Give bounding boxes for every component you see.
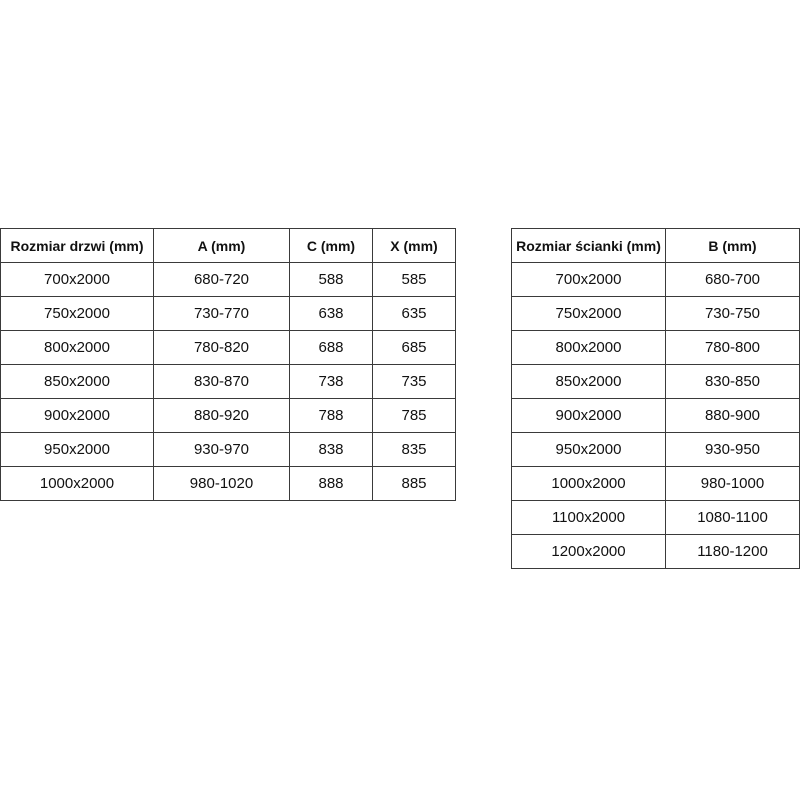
table-cell: 730-770 — [153, 296, 290, 331]
table-row: 800x2000 780-820 688 685 — [0, 330, 456, 365]
table-cell: 950x2000 — [0, 432, 154, 467]
table-cell: 930-950 — [665, 432, 800, 467]
table-row: 750x2000 730-770 638 635 — [0, 296, 456, 331]
table-cell: 830-850 — [665, 364, 800, 399]
table-cell: 685 — [372, 330, 456, 365]
table-cell: 838 — [289, 432, 373, 467]
table-cell: 750x2000 — [511, 296, 666, 331]
table-cell: 980-1020 — [153, 466, 290, 501]
table-cell: 880-900 — [665, 398, 800, 433]
table-cell: 885 — [372, 466, 456, 501]
column-header: A (mm) — [153, 228, 290, 263]
table-cell: 730-750 — [665, 296, 800, 331]
table-row: 950x2000 930-950 — [511, 432, 800, 467]
table-cell: 980-1000 — [665, 466, 800, 501]
table-cell: 930-970 — [153, 432, 290, 467]
table-cell: 1080-1100 — [665, 500, 800, 535]
table-cell: 850x2000 — [511, 364, 666, 399]
table-cell: 900x2000 — [511, 398, 666, 433]
table-cell: 780-800 — [665, 330, 800, 365]
table-cell: 588 — [289, 262, 373, 297]
table-row: 900x2000 880-900 — [511, 398, 800, 433]
table-cell: 800x2000 — [0, 330, 154, 365]
table-cell: 950x2000 — [511, 432, 666, 467]
table-cell: 585 — [372, 262, 456, 297]
table-cell: 830-870 — [153, 364, 290, 399]
table-row: 1200x2000 1180-1200 — [511, 534, 800, 569]
table-cell: 900x2000 — [0, 398, 154, 433]
table-row: 900x2000 880-920 788 785 — [0, 398, 456, 433]
table-row: 700x2000 680-720 588 585 — [0, 262, 456, 297]
table-cell: 688 — [289, 330, 373, 365]
table-cell: 700x2000 — [0, 262, 154, 297]
table-cell: 1000x2000 — [0, 466, 154, 501]
table-row: 850x2000 830-870 738 735 — [0, 364, 456, 399]
column-header: Rozmiar ścianki (mm) — [511, 228, 666, 263]
table-cell: 638 — [289, 296, 373, 331]
door-size-table: Rozmiar drzwi (mm) A (mm) C (mm) X (mm) 700… — [0, 228, 456, 501]
table-row: 800x2000 780-800 — [511, 330, 800, 365]
table-header-row: Rozmiar ścianki (mm) B (mm) — [511, 228, 800, 263]
table-cell: 735 — [372, 364, 456, 399]
table-cell: 635 — [372, 296, 456, 331]
table-row: 700x2000 680-700 — [511, 262, 800, 297]
column-header: C (mm) — [289, 228, 373, 263]
table-row: 950x2000 930-970 838 835 — [0, 432, 456, 467]
wall-size-table: Rozmiar ścianki (mm) B (mm) 700x2000 680-7… — [511, 228, 800, 569]
table-cell: 1180-1200 — [665, 534, 800, 569]
table-row: 850x2000 830-850 — [511, 364, 800, 399]
table-cell: 880-920 — [153, 398, 290, 433]
column-header: B (mm) — [665, 228, 800, 263]
column-header: X (mm) — [372, 228, 456, 263]
table-row: 1000x2000 980-1020 888 885 — [0, 466, 456, 501]
table-cell: 780-820 — [153, 330, 290, 365]
table-cell: 888 — [289, 466, 373, 501]
table-cell: 738 — [289, 364, 373, 399]
column-header: Rozmiar drzwi (mm) — [0, 228, 154, 263]
table-cell: 1000x2000 — [511, 466, 666, 501]
table-cell: 800x2000 — [511, 330, 666, 365]
table-cell: 680-720 — [153, 262, 290, 297]
table-cell: 1200x2000 — [511, 534, 666, 569]
table-cell: 788 — [289, 398, 373, 433]
table-row: 750x2000 730-750 — [511, 296, 800, 331]
table-cell: 835 — [372, 432, 456, 467]
table-row: 1000x2000 980-1000 — [511, 466, 800, 501]
table-cell: 1100x2000 — [511, 500, 666, 535]
table-header-row: Rozmiar drzwi (mm) A (mm) C (mm) X (mm) — [0, 228, 456, 263]
table-cell: 750x2000 — [0, 296, 154, 331]
table-cell: 850x2000 — [0, 364, 154, 399]
table-cell: 700x2000 — [511, 262, 666, 297]
table-row: 1100x2000 1080-1100 — [511, 500, 800, 535]
table-cell: 785 — [372, 398, 456, 433]
table-cell: 680-700 — [665, 262, 800, 297]
